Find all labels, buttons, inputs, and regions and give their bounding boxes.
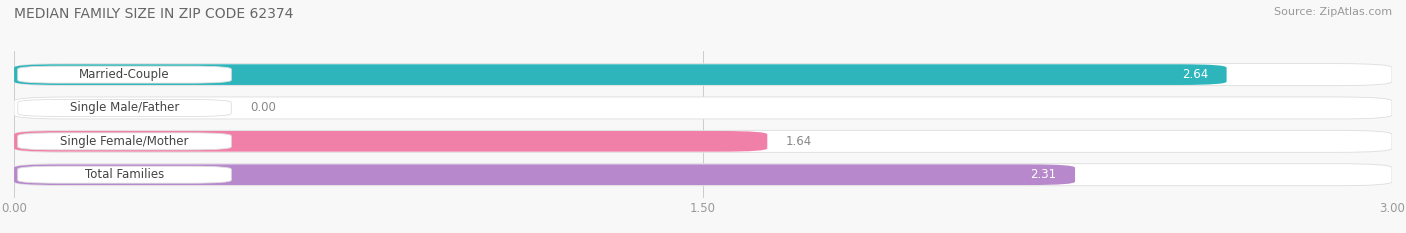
Text: Source: ZipAtlas.com: Source: ZipAtlas.com [1274, 7, 1392, 17]
Text: 0.00: 0.00 [250, 102, 277, 114]
Text: Married-Couple: Married-Couple [79, 68, 170, 81]
FancyBboxPatch shape [14, 131, 768, 152]
Text: MEDIAN FAMILY SIZE IN ZIP CODE 62374: MEDIAN FAMILY SIZE IN ZIP CODE 62374 [14, 7, 294, 21]
FancyBboxPatch shape [14, 130, 1392, 152]
Text: 1.64: 1.64 [786, 135, 811, 148]
FancyBboxPatch shape [14, 164, 1076, 185]
FancyBboxPatch shape [18, 99, 232, 116]
FancyBboxPatch shape [14, 64, 1392, 86]
Text: 2.31: 2.31 [1031, 168, 1057, 181]
Text: 2.64: 2.64 [1182, 68, 1208, 81]
FancyBboxPatch shape [18, 166, 232, 183]
FancyBboxPatch shape [14, 97, 1392, 119]
Text: Single Male/Father: Single Male/Father [70, 102, 179, 114]
FancyBboxPatch shape [18, 133, 232, 150]
FancyBboxPatch shape [18, 66, 232, 83]
FancyBboxPatch shape [14, 64, 1226, 85]
FancyBboxPatch shape [14, 164, 1392, 186]
Text: Total Families: Total Families [84, 168, 165, 181]
Text: Single Female/Mother: Single Female/Mother [60, 135, 188, 148]
